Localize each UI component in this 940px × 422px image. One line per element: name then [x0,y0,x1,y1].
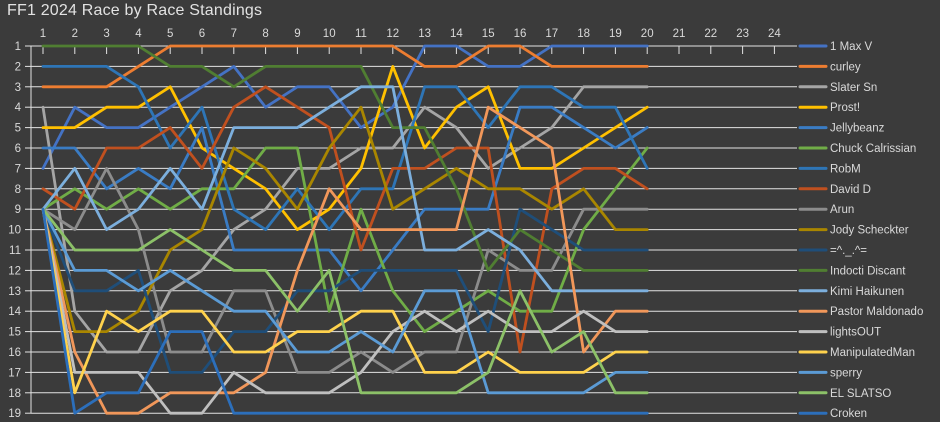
y-axis-label: 10 [8,225,21,237]
x-axis-label: 4 [135,28,142,40]
y-axis-label: 4 [15,102,22,114]
series-line-jellybeanz [41,105,649,293]
y-axis-label: 5 [15,123,21,135]
legend-label: David D [830,184,871,196]
y-axis-label: 15 [8,327,21,339]
y-axis-label: 13 [8,286,21,298]
legend-label: Prost! [830,102,860,114]
x-axis-label: 9 [294,28,300,40]
y-axis-label: 8 [15,184,21,196]
series-line-croken [41,207,649,415]
legend-label: EL SLATSO [830,388,891,400]
legend-label: Croken [830,408,867,420]
series-line-1-max-v [41,44,649,170]
legend-label: Arun [830,204,854,216]
x-axis-label: 10 [323,28,336,40]
y-axis-label: 12 [8,265,21,277]
x-axis-label: 16 [514,28,527,40]
x-axis-label: 20 [641,28,654,40]
series-line-arun [41,166,649,374]
x-axis-label: 21 [673,28,686,40]
y-axis-label: 14 [8,306,21,318]
y-axis-label: 6 [15,143,21,155]
x-axis-label: 11 [355,28,367,40]
legend-label: Pastor Maldonado [830,306,923,318]
y-axis-label: 3 [15,82,21,94]
legend-label: Kimi Haikunen [830,286,904,298]
x-axis-label: 22 [704,28,717,40]
x-axis-label: 14 [450,28,463,40]
y-axis-label: 7 [15,163,21,175]
x-axis-label: 2 [72,28,78,40]
legend-label: sperry [830,367,862,379]
y-axis-label: 9 [15,204,21,216]
series-line-pastor-maldonado [41,105,649,415]
series-line-lightsout [41,207,649,415]
series-line-curley [41,44,649,89]
series-line-indocti-discant [41,44,649,272]
series-line-el-slatso [41,207,649,395]
legend-label: Chuck Calrissian [830,143,916,155]
y-axis-label: 16 [8,347,21,359]
legend-label: Indocti Discant [830,265,906,277]
x-axis-label: 23 [736,28,749,40]
legend-label: RobM [830,163,861,175]
y-axis-label: 11 [9,245,21,257]
legend-label: 1 Max V [830,41,873,53]
series-line-manipulatedman [41,207,649,395]
y-axis-label: 18 [8,388,21,400]
x-axis-label: 18 [577,28,590,40]
legend-label: Jellybeanz [830,123,885,135]
x-axis-label: 6 [199,28,205,40]
x-axis-label: 5 [167,28,173,40]
legend-label: ManipulatedMan [830,347,915,359]
legend-label: lightsOUT [830,327,881,339]
legend-label: Slater Sn [830,82,877,94]
series-line-slater-sn [41,85,649,354]
x-axis-label: 24 [768,28,781,40]
x-axis-label: 1 [40,28,46,40]
legend-label: Jody Scheckter [830,225,909,237]
chart-title: FF1 2024 Race by Race Standings [7,2,263,19]
x-axis-label: 13 [418,28,431,40]
x-axis-label: 3 [103,28,109,40]
series-line-kimi-haikunen [41,85,649,293]
x-axis-label: 19 [609,28,622,40]
series-line-chuck-calrissian [41,146,649,334]
x-axis-label: 7 [231,28,237,40]
series-line-david-d [41,85,649,354]
y-axis-label: 17 [8,367,21,379]
series-line-jody-scheckter [41,105,649,334]
x-axis-label: 8 [262,28,268,40]
legend-label: =^._.^= [830,245,867,257]
series-line-sperry [41,207,649,395]
y-axis-label: 2 [15,61,21,73]
y-axis-label: 1 [15,41,21,53]
legend-label: curley [830,61,861,73]
x-axis-label: 12 [386,28,399,40]
x-axis-label: 17 [545,28,558,40]
y-axis-label: 19 [8,408,21,420]
x-axis-label: 15 [482,28,495,40]
